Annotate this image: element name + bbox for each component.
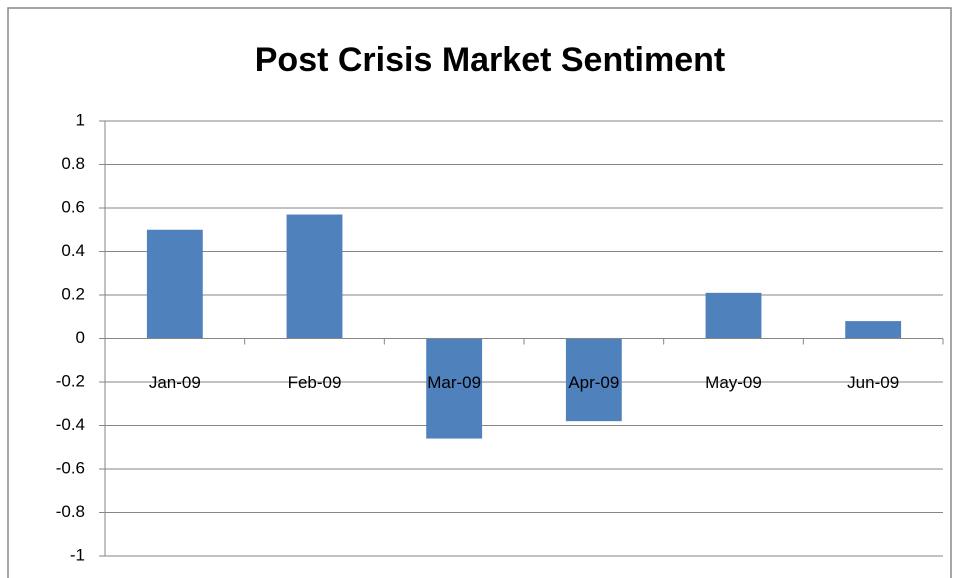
y-tick-label: 1 (76, 110, 85, 129)
chart-title: Post Crisis Market Sentiment (255, 41, 725, 79)
x-tick-label: Feb-09 (288, 373, 342, 392)
y-tick-label: 0.2 (61, 284, 85, 303)
bar (426, 338, 483, 439)
y-tick-label: -0.4 (56, 415, 85, 434)
y-tick-label: 0.8 (61, 154, 85, 173)
bar (146, 229, 203, 339)
y-tick-label: -1 (70, 545, 85, 564)
bar (845, 321, 902, 339)
x-tick-label: Apr-09 (568, 373, 619, 392)
chart-border (7, 7, 952, 578)
x-tick-label: Jan-09 (149, 373, 201, 392)
x-tick-label: May-09 (705, 373, 762, 392)
y-tick-label: -0.2 (56, 371, 85, 390)
y-tick-label: 0 (76, 328, 85, 347)
y-tick-label: 0.6 (61, 197, 85, 216)
y-tick-label: -0.6 (56, 458, 85, 477)
bar (705, 292, 762, 339)
x-tick-label: Mar-09 (427, 373, 481, 392)
y-tick-label: -0.8 (56, 502, 85, 521)
bar (565, 338, 622, 422)
x-tick-label: Jun-09 (847, 373, 899, 392)
y-tick-label: 0.4 (61, 241, 85, 260)
bar (286, 214, 343, 339)
